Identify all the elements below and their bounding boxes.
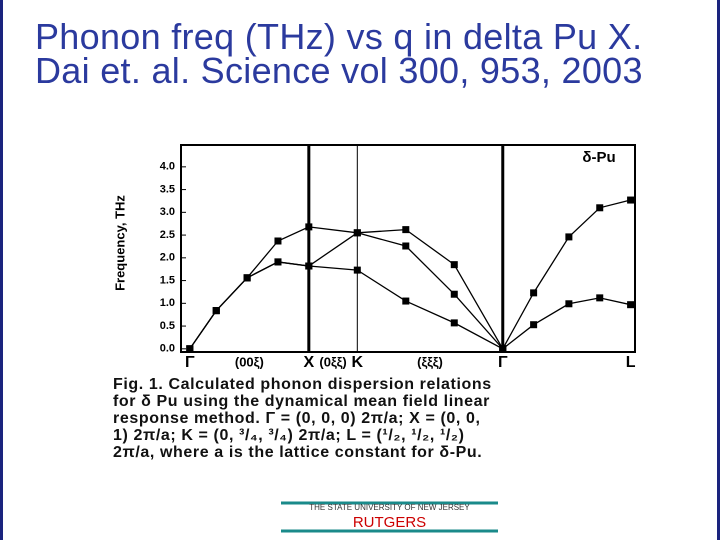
footer-university: THE STATE UNIVERSITY OF NEW JERSEY [309, 503, 470, 512]
segment-label: (0ξξ) [319, 354, 346, 369]
data-point [402, 226, 410, 234]
y-tick-label: 0.0 [160, 343, 175, 355]
data-point [596, 294, 604, 302]
y-tick-label: 1.5 [160, 274, 175, 286]
caption-line: Fig. 1. Calculated phonon dispersion rel… [113, 376, 492, 393]
y-tick-label: 2.5 [160, 229, 175, 241]
data-point [530, 289, 538, 297]
data-point [305, 262, 313, 270]
data-point [212, 307, 220, 315]
y-tick-label: 2.0 [160, 252, 175, 264]
x-tick-label: X [303, 354, 314, 371]
slide-title: Phonon freq (THz) vs q in delta Pu X. Da… [35, 20, 643, 91]
data-point [565, 300, 573, 308]
data-point [450, 290, 458, 298]
data-point [186, 345, 194, 353]
x-tick-label: Γ [498, 354, 508, 371]
data-point [274, 237, 282, 245]
data-point [450, 261, 458, 269]
data-point [402, 297, 410, 305]
y-tick-label: 3.5 [160, 183, 175, 195]
data-point [499, 345, 507, 353]
chart: Frequency, THz δ-Pu 0.0 0.5 1.0 1.5 2.0 2.5 3.… [112, 144, 636, 533]
footer-name: RUTGERS [352, 514, 427, 531]
x-tick-label: K [352, 354, 364, 371]
data-point [353, 266, 361, 274]
data-point [530, 321, 538, 329]
data-point [274, 258, 282, 266]
data-point [402, 242, 410, 250]
plot-frame [180, 144, 636, 353]
x-tick-label: L [626, 354, 636, 371]
y-tick-label: 1.0 [160, 297, 175, 309]
data-point [565, 233, 573, 241]
data-point [450, 319, 458, 327]
data-point [627, 196, 635, 204]
caption-line: 2π/a, where a is the lattice constant fo… [113, 444, 483, 461]
data-point [243, 274, 251, 282]
y-tick-label: 0.5 [160, 320, 175, 332]
caption-line: for δ Pu using the dynamical mean field … [113, 393, 490, 410]
y-tick-label: 3.0 [160, 206, 175, 218]
branch-line [189, 199, 631, 350]
data-point [305, 223, 313, 231]
y-axis-label: Frequency, THz [112, 195, 127, 291]
data-point [596, 204, 604, 212]
y-tick-label: 4.0 [160, 161, 175, 173]
caption-line: 1) 2π/a; K = (0, ³/₄, ³/₄) 2π/a; L = (¹/… [113, 427, 465, 444]
data-point [627, 301, 635, 309]
segment-label: (ξξξ) [417, 354, 443, 369]
caption: Fig. 1. Calculated phonon dispersion rel… [113, 376, 492, 461]
segment-label: (00ξ) [235, 354, 264, 369]
branch-line [189, 261, 631, 350]
annotation: δ-Pu [582, 149, 615, 166]
caption-line: response method. Γ = (0, 0, 0) 2π/a; X =… [113, 410, 481, 427]
x-tick-label: Γ [185, 354, 195, 371]
data-point [353, 229, 361, 237]
